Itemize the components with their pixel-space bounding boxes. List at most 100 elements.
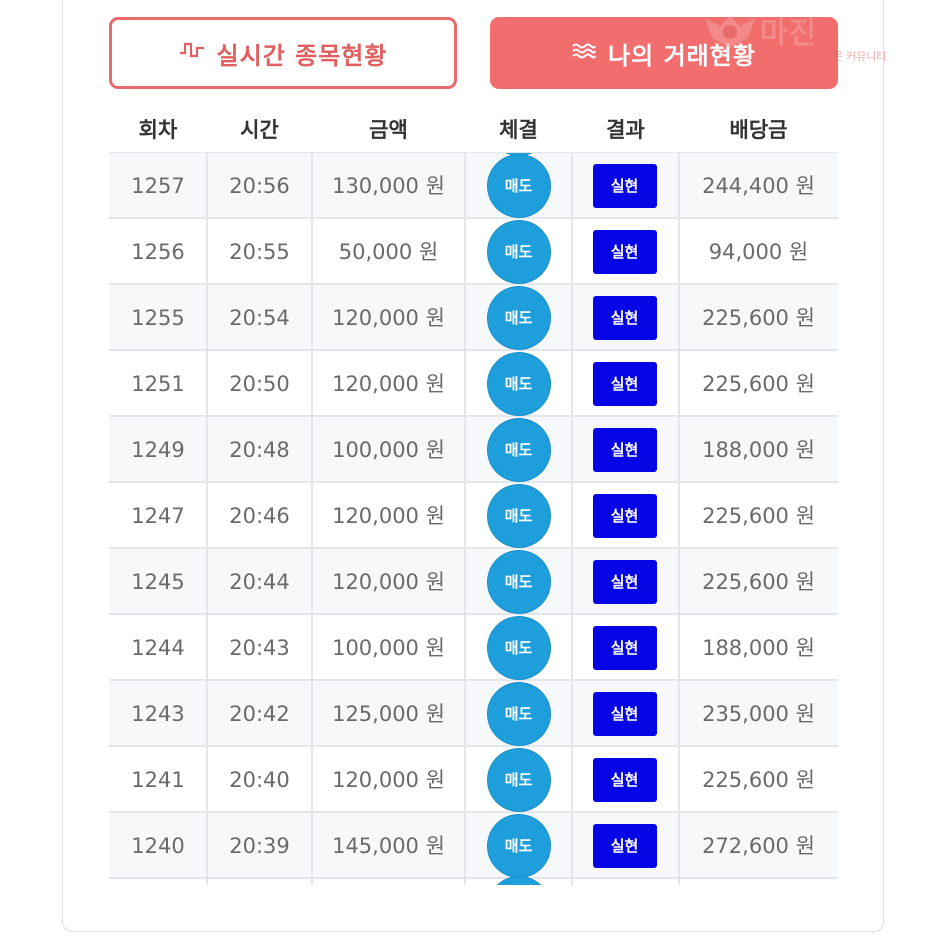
execution-sell-badge: 매도 <box>487 485 550 547</box>
cell-round: 1244 <box>131 636 185 660</box>
execution-sell-badge: 매도 <box>487 419 550 481</box>
tab-realtime-status[interactable]: 실시간 종목현황 <box>109 17 457 89</box>
pulse-icon <box>179 39 205 67</box>
cell-amount: 120,000 원 <box>332 504 445 528</box>
result-realized-badge: 실현 <box>592 494 657 538</box>
table-row: 1244 20:43 100,000 원 매도 실현 188,000 원 <box>109 615 838 681</box>
cell-execution: 매도 <box>465 483 572 549</box>
cell-time: 20:46 <box>229 504 290 528</box>
result-realized-badge: 실현 <box>592 692 657 736</box>
cell-payout: 225,600 원 <box>702 570 815 594</box>
execution-badge-partial <box>487 877 550 885</box>
cell-payout: 225,600 원 <box>702 306 815 330</box>
result-realized-badge: 실현 <box>592 362 657 406</box>
cell-execution: 매도 <box>465 417 572 483</box>
table-row: 1256 20:55 50,000 원 매도 실현 94,000 원 <box>109 219 838 285</box>
cell-execution: 매도 <box>465 153 572 219</box>
result-realized-badge: 실현 <box>592 758 657 802</box>
execution-sell-badge: 매도 <box>487 287 550 349</box>
column-divider <box>311 153 313 885</box>
header-round: 회차 <box>138 118 178 142</box>
cell-time: 20:55 <box>229 240 290 264</box>
column-divider <box>571 153 573 885</box>
table-row: 1245 20:44 120,000 원 매도 실현 225,600 원 <box>109 549 838 615</box>
cell-amount: 120,000 원 <box>332 570 445 594</box>
table-row: 1251 20:50 120,000 원 매도 실현 225,600 원 <box>109 351 838 417</box>
execution-sell-badge: 매도 <box>487 353 550 415</box>
column-divider <box>206 153 208 885</box>
cell-time: 20:40 <box>229 768 290 792</box>
cell-result: 실현 <box>572 747 679 813</box>
cell-amount: 145,000 원 <box>332 834 445 858</box>
cell-result: 실현 <box>572 681 679 747</box>
cell-payout: 235,000 원 <box>702 702 815 726</box>
cell-execution: 매도 <box>465 681 572 747</box>
result-realized-badge: 실현 <box>592 230 657 274</box>
header-amount: 금액 <box>369 118 408 142</box>
result-realized-badge: 실현 <box>592 626 657 670</box>
result-realized-badge: 실현 <box>592 824 657 868</box>
cell-result: 실현 <box>572 219 679 285</box>
execution-sell-badge: 매도 <box>487 683 550 745</box>
execution-sell-badge: 매도 <box>487 155 550 217</box>
cell-round: 1240 <box>131 834 185 858</box>
cell-execution: 매도 <box>465 351 572 417</box>
cell-result: 실현 <box>572 153 679 219</box>
cell-amount: 125,000 원 <box>332 702 445 726</box>
cell-execution: 매도 <box>465 747 572 813</box>
tab-realtime-label: 실시간 종목현황 <box>216 41 388 70</box>
cell-result: 실현 <box>572 549 679 615</box>
table-row: 1243 20:42 125,000 원 매도 실현 235,000 원 <box>109 681 838 747</box>
header-payout: 배당금 <box>729 118 788 142</box>
column-divider <box>678 153 680 885</box>
cell-payout: 244,400 원 <box>702 174 815 198</box>
cell-time: 20:48 <box>229 438 290 462</box>
cell-amount: 120,000 원 <box>332 306 445 330</box>
cell-amount: 120,000 원 <box>332 372 445 396</box>
cell-execution: 매도 <box>465 549 572 615</box>
cell-result: 실현 <box>572 813 679 879</box>
cell-round: 1255 <box>131 306 185 330</box>
cell-amount: 100,000 원 <box>332 438 445 462</box>
cell-round: 1245 <box>131 570 185 594</box>
execution-sell-badge: 매도 <box>487 617 550 679</box>
table-row: 1240 20:39 145,000 원 매도 실현 272,600 원 <box>109 813 838 879</box>
table-header: 회차 시간 금액 체결 결과 배당금 <box>109 108 838 152</box>
cell-amount: 100,000 원 <box>332 636 445 660</box>
cell-amount: 130,000 원 <box>332 174 445 198</box>
wave-lines-icon <box>572 41 597 66</box>
cell-round: 1249 <box>131 438 185 462</box>
result-realized-badge: 실현 <box>592 428 657 472</box>
cell-result: 실현 <box>572 615 679 681</box>
cell-execution: 매도 <box>465 285 572 351</box>
cell-round: 1251 <box>131 372 185 396</box>
header-result: 결과 <box>606 118 645 142</box>
result-realized-badge: 실현 <box>592 560 657 604</box>
result-realized-badge: 실현 <box>592 164 657 208</box>
cell-result: 실현 <box>572 285 679 351</box>
execution-sell-badge: 매도 <box>487 815 550 877</box>
cell-amount: 120,000 원 <box>332 768 445 792</box>
cell-round: 1257 <box>131 174 185 198</box>
cell-execution: 매도 <box>465 615 572 681</box>
header-execution: 체결 <box>499 118 538 142</box>
result-realized-badge: 실현 <box>592 296 657 340</box>
tab-my-trades[interactable]: 나의 거래현황 <box>490 17 838 89</box>
cell-execution: 매도 <box>465 219 572 285</box>
tab-my-trades-label: 나의 거래현황 <box>608 41 756 70</box>
cell-time: 20:54 <box>229 306 290 330</box>
cell-amount: 50,000 원 <box>338 240 439 264</box>
cell-payout: 188,000 원 <box>702 636 815 660</box>
table-row: 1257 20:56 130,000 원 매도 실현 244,400 원 <box>109 153 838 219</box>
cell-time: 20:43 <box>229 636 290 660</box>
trade-table-body: 1257 20:56 130,000 원 매도 실현 244,400 원 1256 20:55… <box>109 152 838 885</box>
cell-result: 실현 <box>572 483 679 549</box>
cell-round: 1243 <box>131 702 185 726</box>
cell-payout: 188,000 원 <box>702 438 815 462</box>
cell-result: 실현 <box>572 351 679 417</box>
table-row: 1249 20:48 100,000 원 매도 실현 188,000 원 <box>109 417 838 483</box>
cell-time: 20:44 <box>229 570 290 594</box>
cell-payout: 225,600 원 <box>702 768 815 792</box>
execution-sell-badge: 매도 <box>487 221 550 283</box>
cell-time: 20:39 <box>229 834 290 858</box>
